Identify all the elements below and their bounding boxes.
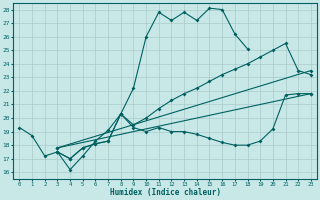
X-axis label: Humidex (Indice chaleur): Humidex (Indice chaleur) xyxy=(110,188,220,197)
